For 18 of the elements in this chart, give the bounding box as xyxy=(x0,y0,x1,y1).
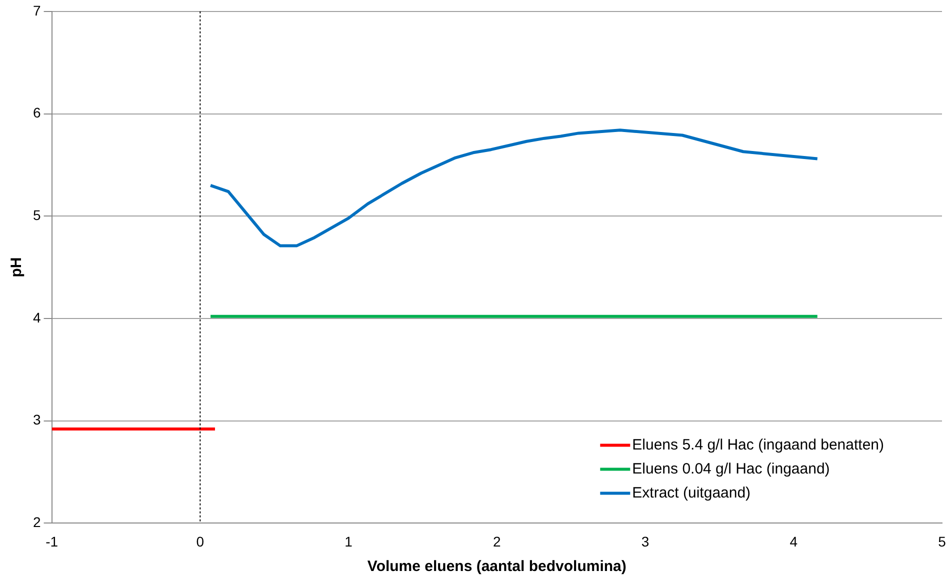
x-tick-label: 0 xyxy=(196,533,204,550)
x-axis-title: Volume eluens (aantal bedvolumina) xyxy=(367,558,626,576)
y-tick-label: 4 xyxy=(32,309,41,326)
x-tick-label: 3 xyxy=(641,533,650,550)
y-tick-label: 3 xyxy=(32,412,41,428)
x-tick-label: 1 xyxy=(344,533,353,550)
x-tick-label: -1 xyxy=(46,533,58,550)
x-tick-label: 2 xyxy=(492,533,501,550)
legend-label: Eluens 0.04 g/l Hac (ingaand) xyxy=(632,460,830,478)
x-tick-label: 5 xyxy=(938,533,946,550)
legend-label: Extract (uitgaand) xyxy=(632,484,751,502)
y-tick-label: 7 xyxy=(32,2,41,18)
y-tick-label: 2 xyxy=(32,514,41,530)
y-tick-label: 5 xyxy=(32,206,41,223)
y-tick-label: 6 xyxy=(32,104,41,121)
x-tick-label: 4 xyxy=(790,533,798,550)
legend-label: Eluens 5.4 g/l Hac (ingaand benatten) xyxy=(632,436,884,454)
y-axis-title: pH xyxy=(8,257,26,278)
